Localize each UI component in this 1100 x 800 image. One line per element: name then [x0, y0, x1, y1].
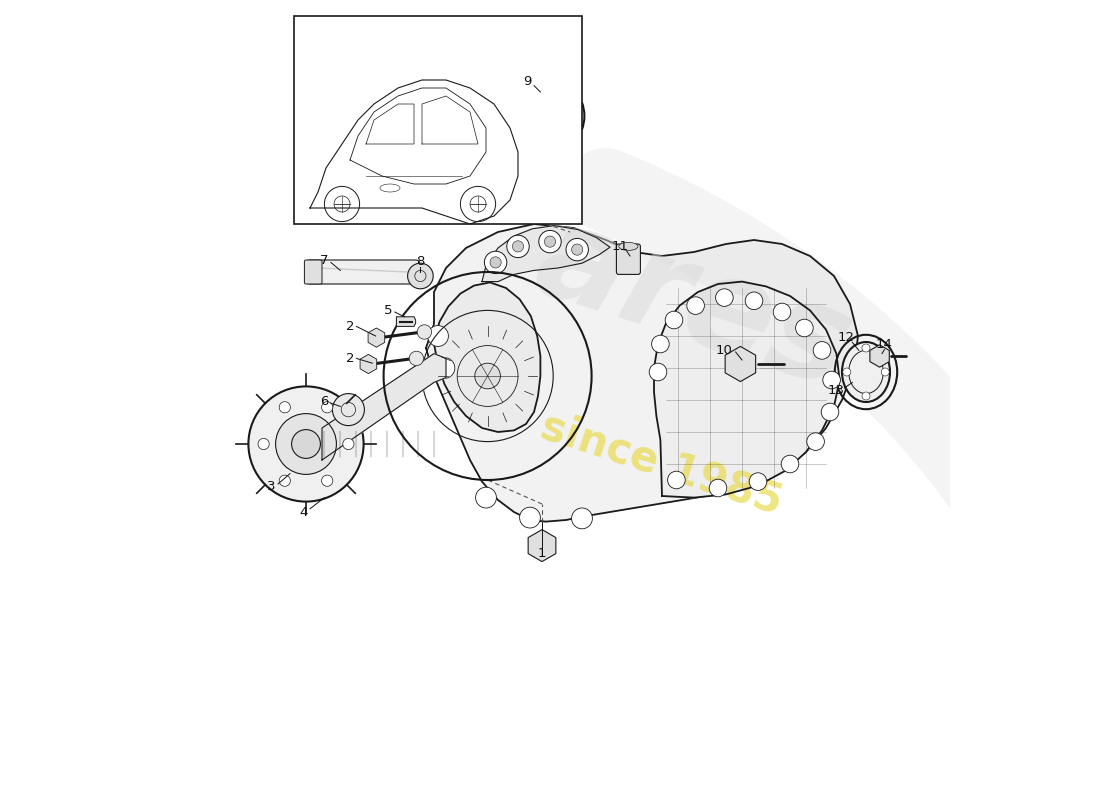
Circle shape: [332, 394, 364, 426]
Circle shape: [686, 297, 704, 314]
Circle shape: [409, 351, 424, 366]
FancyBboxPatch shape: [306, 260, 419, 284]
Polygon shape: [322, 354, 446, 460]
Text: 8: 8: [416, 255, 425, 268]
Circle shape: [745, 292, 762, 310]
Circle shape: [773, 303, 791, 321]
Circle shape: [475, 363, 500, 389]
Text: since 1985: since 1985: [536, 405, 789, 523]
Text: 6: 6: [320, 395, 329, 408]
Circle shape: [475, 487, 496, 508]
Polygon shape: [482, 226, 610, 282]
Circle shape: [490, 257, 502, 268]
Circle shape: [507, 235, 529, 258]
Circle shape: [544, 236, 556, 247]
Text: 11: 11: [612, 240, 629, 253]
FancyBboxPatch shape: [294, 16, 582, 224]
Text: 4: 4: [299, 506, 308, 518]
Circle shape: [276, 414, 337, 474]
Text: 12: 12: [837, 331, 855, 344]
Circle shape: [292, 430, 320, 458]
Text: 5: 5: [384, 304, 393, 317]
Text: 7: 7: [320, 254, 329, 266]
Circle shape: [806, 433, 824, 450]
Text: 14: 14: [876, 338, 893, 350]
FancyBboxPatch shape: [305, 260, 322, 284]
Circle shape: [258, 438, 270, 450]
Text: 9: 9: [524, 75, 531, 88]
Circle shape: [795, 319, 813, 337]
Circle shape: [537, 107, 554, 125]
Circle shape: [279, 402, 290, 413]
Circle shape: [749, 473, 767, 490]
Circle shape: [572, 244, 583, 255]
Circle shape: [408, 263, 433, 289]
FancyBboxPatch shape: [616, 244, 640, 274]
Text: 13: 13: [828, 384, 845, 397]
Circle shape: [343, 438, 354, 450]
Circle shape: [843, 368, 850, 376]
Circle shape: [716, 289, 734, 306]
Circle shape: [566, 238, 588, 261]
Circle shape: [649, 363, 667, 381]
Text: 2: 2: [345, 352, 354, 365]
Circle shape: [668, 471, 685, 489]
Circle shape: [321, 402, 333, 413]
Circle shape: [822, 403, 839, 421]
Circle shape: [862, 392, 870, 400]
Ellipse shape: [842, 342, 890, 402]
Polygon shape: [654, 282, 839, 498]
Polygon shape: [426, 224, 858, 522]
Circle shape: [881, 368, 889, 376]
Circle shape: [525, 95, 566, 137]
Circle shape: [321, 475, 333, 486]
Circle shape: [279, 475, 290, 486]
Circle shape: [666, 311, 683, 329]
Circle shape: [781, 455, 799, 473]
Circle shape: [507, 78, 584, 154]
Circle shape: [513, 241, 524, 252]
Circle shape: [417, 325, 431, 339]
Circle shape: [539, 230, 561, 253]
Circle shape: [484, 251, 507, 274]
Circle shape: [823, 371, 840, 389]
Polygon shape: [396, 317, 416, 326]
Text: ares: ares: [521, 194, 867, 414]
Circle shape: [813, 342, 830, 359]
Circle shape: [434, 358, 454, 378]
Circle shape: [651, 335, 669, 353]
Polygon shape: [434, 282, 540, 432]
Circle shape: [249, 386, 364, 502]
Text: 10: 10: [716, 344, 733, 357]
Circle shape: [862, 344, 870, 352]
Circle shape: [519, 507, 540, 528]
Text: 3: 3: [267, 480, 276, 493]
Circle shape: [710, 479, 727, 497]
Circle shape: [428, 326, 449, 346]
Ellipse shape: [619, 242, 638, 250]
Text: 1: 1: [538, 547, 547, 560]
Circle shape: [572, 508, 593, 529]
Text: 2: 2: [345, 320, 354, 333]
